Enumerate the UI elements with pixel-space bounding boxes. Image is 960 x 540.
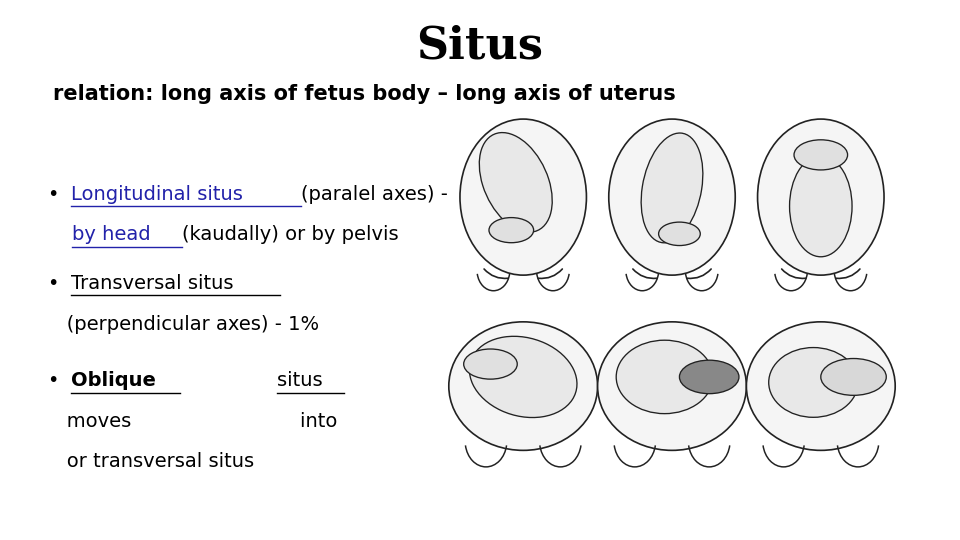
Circle shape bbox=[794, 140, 848, 170]
Ellipse shape bbox=[769, 348, 858, 417]
Ellipse shape bbox=[597, 322, 747, 450]
FancyArrowPatch shape bbox=[633, 269, 657, 279]
Text: •: • bbox=[48, 371, 65, 390]
Circle shape bbox=[680, 360, 739, 394]
Text: (paralel axes) -: (paralel axes) - bbox=[300, 185, 454, 204]
Circle shape bbox=[659, 222, 700, 246]
Ellipse shape bbox=[460, 119, 587, 275]
Ellipse shape bbox=[616, 340, 713, 414]
Text: or transversal situs: or transversal situs bbox=[48, 452, 254, 471]
Ellipse shape bbox=[469, 336, 577, 417]
FancyArrowPatch shape bbox=[781, 269, 805, 279]
Ellipse shape bbox=[479, 133, 552, 232]
Text: (kaudally) or by pelvis: (kaudally) or by pelvis bbox=[181, 225, 398, 245]
Ellipse shape bbox=[757, 119, 884, 275]
Circle shape bbox=[821, 359, 886, 395]
Circle shape bbox=[489, 218, 534, 242]
Ellipse shape bbox=[747, 322, 895, 450]
Text: Longitudinal situs: Longitudinal situs bbox=[71, 185, 249, 204]
Text: (perpendicular axes) - 1%: (perpendicular axes) - 1% bbox=[48, 314, 319, 334]
Text: Situs: Situs bbox=[417, 24, 543, 68]
Text: moves                           into: moves into bbox=[48, 411, 337, 431]
FancyArrowPatch shape bbox=[687, 269, 711, 279]
Circle shape bbox=[464, 349, 517, 379]
Ellipse shape bbox=[641, 133, 703, 243]
Text: •: • bbox=[48, 274, 65, 293]
Text: relation: long axis of fetus body – long axis of uterus: relation: long axis of fetus body – long… bbox=[54, 84, 676, 105]
Text: •: • bbox=[48, 185, 65, 204]
Text: Oblique: Oblique bbox=[71, 371, 156, 390]
Text: situs: situs bbox=[277, 371, 329, 390]
Text: by head: by head bbox=[72, 225, 157, 245]
Ellipse shape bbox=[449, 322, 597, 450]
Ellipse shape bbox=[609, 119, 735, 275]
Text: 99%,: 99%, bbox=[498, 185, 547, 204]
Ellipse shape bbox=[789, 156, 852, 257]
FancyArrowPatch shape bbox=[836, 269, 860, 279]
FancyArrowPatch shape bbox=[484, 269, 508, 279]
Text: Transversal situs: Transversal situs bbox=[71, 274, 233, 293]
FancyArrowPatch shape bbox=[539, 269, 563, 279]
